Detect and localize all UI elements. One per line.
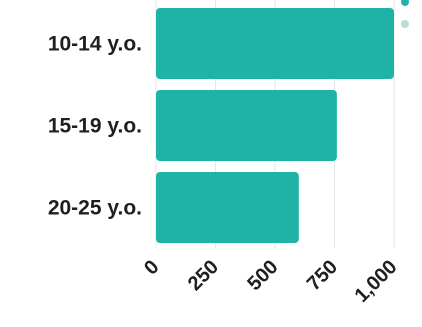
- bar: [156, 172, 299, 243]
- bar: [156, 90, 337, 161]
- legend: [401, 0, 409, 28]
- bar: [156, 8, 394, 79]
- x-tick-label: 1,000: [351, 256, 402, 307]
- x-tick-label: 0: [140, 256, 163, 279]
- x-tick-label: 500: [243, 256, 282, 295]
- x-tick-label: 750: [303, 256, 342, 295]
- category-label: 20-25 y.o.: [48, 197, 142, 220]
- category-labels: 10-14 y.o. 15-19 y.o. 20-25 y.o.: [48, 33, 142, 220]
- legend-marker: [401, 0, 409, 6]
- bars: [156, 8, 394, 243]
- legend-marker: [401, 20, 409, 28]
- category-label: 10-14 y.o.: [48, 33, 142, 56]
- category-label: 15-19 y.o.: [48, 115, 142, 138]
- x-tick-label: 250: [184, 256, 223, 295]
- x-axis-ticks: 0 250 500 750 1,000: [140, 256, 401, 307]
